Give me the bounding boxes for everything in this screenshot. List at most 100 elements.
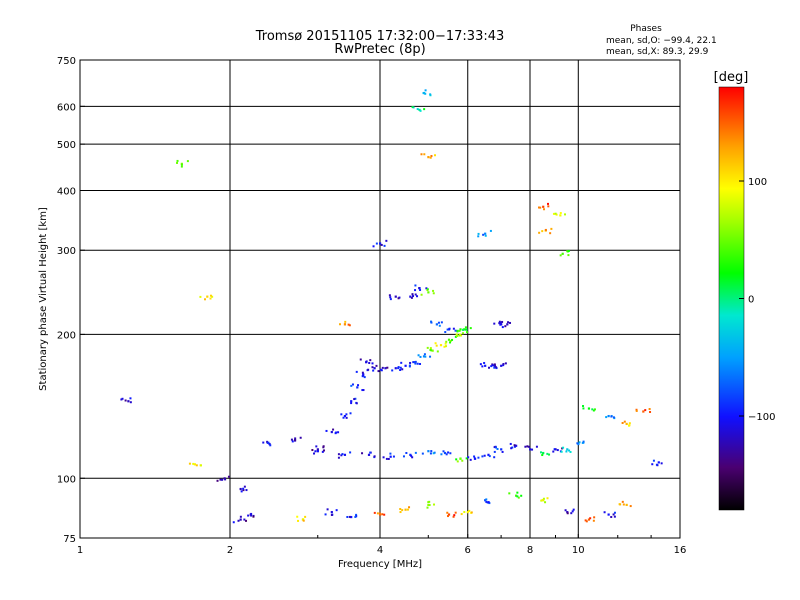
echo-point bbox=[493, 322, 496, 325]
echo-point bbox=[399, 366, 402, 369]
x-tick-label: 2 bbox=[227, 545, 233, 556]
echo-point bbox=[469, 458, 472, 461]
echo-point bbox=[501, 320, 504, 323]
echo-point bbox=[509, 321, 512, 324]
echo-point bbox=[337, 431, 340, 434]
y-tick-label: 500 bbox=[57, 140, 76, 151]
echo-point bbox=[429, 347, 432, 350]
colorbar-label: [deg] bbox=[714, 70, 749, 85]
echo-point bbox=[629, 505, 632, 508]
echo-point bbox=[460, 513, 463, 516]
echo-point bbox=[648, 408, 651, 411]
echo-point bbox=[408, 365, 411, 368]
echo-point bbox=[367, 453, 371, 456]
echo-point bbox=[426, 288, 429, 291]
echo-point bbox=[224, 478, 227, 481]
echo-point bbox=[204, 298, 207, 301]
echo-point bbox=[391, 369, 394, 372]
echo-point bbox=[397, 366, 400, 369]
echo-point bbox=[469, 327, 472, 330]
echo-point bbox=[487, 366, 490, 369]
echo-point bbox=[347, 323, 350, 326]
echo-point bbox=[500, 364, 503, 367]
echo-point bbox=[442, 450, 445, 453]
echo-point bbox=[330, 513, 333, 516]
echo-point bbox=[349, 412, 352, 415]
echo-point bbox=[227, 475, 230, 478]
echo-point bbox=[566, 511, 569, 514]
echo-point bbox=[447, 513, 451, 516]
echo-point bbox=[429, 355, 432, 358]
echo-point bbox=[572, 508, 575, 511]
echo-point bbox=[423, 353, 426, 356]
echo-point bbox=[627, 424, 630, 427]
echo-point bbox=[330, 430, 333, 434]
x-axis-label: Frequency [MHz] bbox=[338, 559, 422, 570]
echo-point bbox=[411, 293, 414, 296]
echo-point bbox=[297, 519, 300, 522]
echo-point bbox=[552, 212, 555, 215]
echo-point bbox=[456, 335, 459, 338]
echo-point bbox=[607, 513, 610, 516]
echo-point bbox=[192, 462, 195, 465]
echo-point bbox=[372, 245, 375, 248]
echo-point bbox=[389, 296, 392, 299]
echo-point bbox=[449, 341, 452, 344]
echo-point bbox=[322, 446, 325, 449]
stats-line-o: mean, sd,O: −99.4, 22.1 bbox=[606, 36, 717, 46]
echo-point bbox=[607, 414, 610, 418]
echo-point bbox=[355, 513, 358, 516]
echo-point bbox=[363, 376, 366, 379]
colorbar-ticks: 100 0 −100 bbox=[739, 177, 775, 423]
echo-point bbox=[490, 365, 493, 368]
echo-point bbox=[400, 361, 403, 364]
echo-point bbox=[419, 288, 422, 291]
echo-point bbox=[485, 498, 488, 501]
echo-point bbox=[459, 457, 462, 460]
echo-point bbox=[439, 344, 443, 347]
echo-point bbox=[649, 410, 652, 413]
echo-point bbox=[460, 334, 463, 337]
echo-point bbox=[266, 440, 269, 443]
echo-point bbox=[355, 370, 358, 373]
y-tick-label: 400 bbox=[57, 186, 76, 197]
echo-point bbox=[362, 373, 365, 376]
echo-point bbox=[409, 361, 412, 364]
echo-point bbox=[477, 235, 480, 238]
y-tick-label: 300 bbox=[57, 246, 76, 257]
x-tick-label: 8 bbox=[527, 545, 533, 556]
echo-point bbox=[371, 366, 374, 369]
echo-point bbox=[570, 512, 573, 515]
x-tick-label: 10 bbox=[572, 545, 585, 556]
echo-point bbox=[206, 295, 209, 298]
echo-point bbox=[424, 355, 427, 358]
echo-point bbox=[465, 331, 468, 334]
echo-point bbox=[417, 354, 420, 357]
echo-point bbox=[642, 410, 645, 413]
echo-point bbox=[384, 367, 387, 370]
echo-point bbox=[353, 398, 356, 401]
echo-point bbox=[350, 384, 353, 387]
echo-point bbox=[566, 512, 569, 515]
echo-point bbox=[340, 413, 343, 416]
echo-point bbox=[427, 450, 430, 453]
echo-point bbox=[367, 368, 370, 371]
echo-point bbox=[211, 295, 214, 298]
echo-point bbox=[311, 449, 314, 452]
echo-point bbox=[429, 452, 432, 455]
x-tick-label: 1 bbox=[77, 545, 83, 556]
echo-point bbox=[542, 452, 545, 455]
echo-point bbox=[660, 462, 663, 465]
echo-point bbox=[324, 513, 327, 516]
echo-point bbox=[380, 243, 383, 246]
echo-point bbox=[365, 360, 368, 363]
echo-point bbox=[430, 321, 433, 324]
y-axis-ticks: 75 100 200 300 400 500 600 750 bbox=[57, 56, 85, 545]
echo-point bbox=[250, 512, 253, 515]
echo-point bbox=[538, 231, 541, 234]
echo-point bbox=[552, 450, 555, 453]
echo-point bbox=[434, 154, 437, 157]
echo-point bbox=[477, 456, 480, 459]
echo-point bbox=[571, 510, 574, 513]
echo-point bbox=[582, 407, 585, 410]
